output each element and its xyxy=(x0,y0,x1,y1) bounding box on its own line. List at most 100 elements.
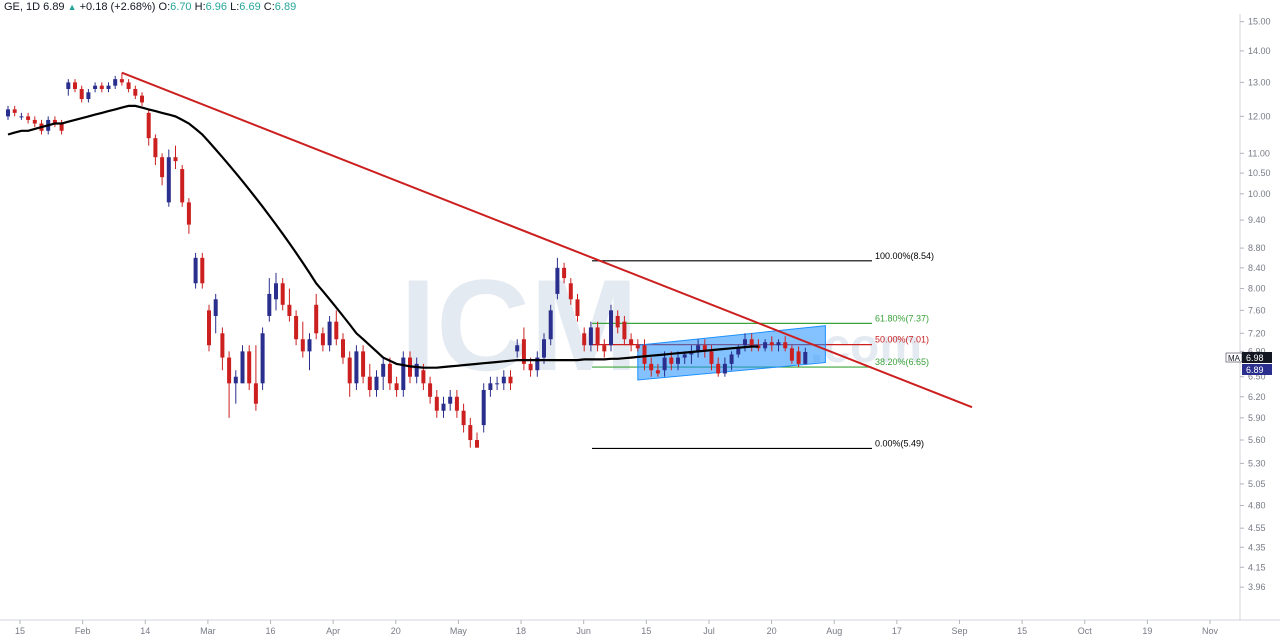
time-axis[interactable]: 15 Feb 14 Mar 16 Apr 20 May 18 Jun 15 Jul 20 Aug 17 Sep… xyxy=(15,620,1219,636)
candle xyxy=(153,134,158,166)
candle-body xyxy=(495,383,500,385)
candles xyxy=(6,72,808,448)
x-tick-label: Mar xyxy=(200,626,216,636)
candle xyxy=(609,304,613,352)
y-tick-label: 4.55 xyxy=(1248,523,1266,533)
ma-badge-label: MA xyxy=(1228,354,1241,363)
candle xyxy=(515,339,520,358)
candle xyxy=(481,383,486,433)
candle-body xyxy=(52,119,57,124)
candle xyxy=(79,85,84,103)
candle xyxy=(602,339,607,358)
candle xyxy=(52,116,57,128)
candle xyxy=(501,370,506,390)
candle xyxy=(428,376,433,404)
candle-body xyxy=(401,357,406,390)
y-tick-label: 12.00 xyxy=(1248,111,1271,121)
candle xyxy=(146,109,151,146)
candle-body xyxy=(588,327,593,346)
candle-body xyxy=(227,357,232,384)
candle xyxy=(12,105,17,117)
candle xyxy=(414,357,419,384)
x-tick-label: 20 xyxy=(391,626,401,636)
candle xyxy=(475,432,479,448)
candle xyxy=(642,339,647,371)
x-tick-label: 15 xyxy=(1017,626,1027,636)
candle xyxy=(233,370,238,404)
last-price: 6.89 xyxy=(43,1,65,13)
candle xyxy=(200,252,205,289)
candle-body xyxy=(294,315,299,340)
candle xyxy=(582,327,587,352)
candle-body xyxy=(475,440,479,448)
candle xyxy=(354,345,359,390)
candle xyxy=(783,336,788,352)
x-tick-label: Aug xyxy=(826,626,842,636)
y-tick-label: 4.35 xyxy=(1248,542,1266,552)
trendline[interactable] xyxy=(121,71,973,409)
candle xyxy=(796,346,801,368)
candle-body xyxy=(186,202,191,225)
candle xyxy=(314,293,319,340)
candle-body xyxy=(126,82,131,89)
candle-body xyxy=(542,339,546,358)
candle-body xyxy=(582,333,587,346)
candle-body xyxy=(220,333,225,358)
candle xyxy=(769,336,774,352)
candle-body xyxy=(702,345,707,352)
candle-body xyxy=(521,339,526,364)
candle xyxy=(99,82,104,93)
candle xyxy=(294,310,299,346)
y-tick-label: 5.05 xyxy=(1248,479,1266,489)
candle xyxy=(789,345,794,364)
candle-body xyxy=(66,82,71,89)
candle-body xyxy=(361,351,366,377)
candle xyxy=(280,278,285,311)
candle-body xyxy=(662,357,667,371)
candle-body xyxy=(468,425,473,441)
y-tick-label: 15.00 xyxy=(1248,17,1271,27)
y-tick-label: 8.80 xyxy=(1248,243,1266,253)
candle-body xyxy=(320,333,325,346)
candle-body xyxy=(140,95,144,103)
price-axis[interactable]: 15.00 14.00 13.00 12.00 11.00 10.50 10.00 9.40 8… xyxy=(1240,17,1271,593)
candle xyxy=(260,327,265,390)
candle xyxy=(615,310,620,334)
candle-body xyxy=(682,354,687,358)
candle xyxy=(461,403,466,433)
candle-body xyxy=(12,109,17,113)
candle xyxy=(367,363,372,397)
candle-body xyxy=(307,339,312,352)
candle-body xyxy=(461,410,466,426)
y-tick-label: 5.30 xyxy=(1248,458,1266,468)
candle-body xyxy=(803,351,808,364)
candle-body xyxy=(233,376,238,384)
candle-body xyxy=(414,363,419,377)
candle-body xyxy=(133,88,138,96)
candle-body xyxy=(428,383,433,397)
candle-body xyxy=(314,304,319,334)
candle xyxy=(749,333,754,352)
candle-body xyxy=(421,370,426,384)
candle xyxy=(803,347,808,365)
candle xyxy=(676,351,680,371)
candle-body xyxy=(26,116,31,120)
x-tick-label: Nov xyxy=(1202,626,1219,636)
candle-body xyxy=(240,351,245,384)
candle xyxy=(562,262,567,284)
candle xyxy=(287,288,292,322)
candle xyxy=(274,272,278,311)
candle-body xyxy=(334,321,339,340)
y-tick-label: 13.00 xyxy=(1248,77,1271,87)
candle-body xyxy=(642,345,647,364)
candle xyxy=(374,370,379,397)
x-tick-label: Jul xyxy=(703,626,715,636)
candle xyxy=(702,339,707,358)
x-tick-label: Sep xyxy=(951,626,967,636)
candle xyxy=(763,339,768,352)
change-value: +0.18 (+2.68%) xyxy=(79,1,156,13)
candle-body xyxy=(32,119,37,124)
candle-body xyxy=(676,357,680,364)
y-tick-label: 5.90 xyxy=(1248,413,1266,423)
